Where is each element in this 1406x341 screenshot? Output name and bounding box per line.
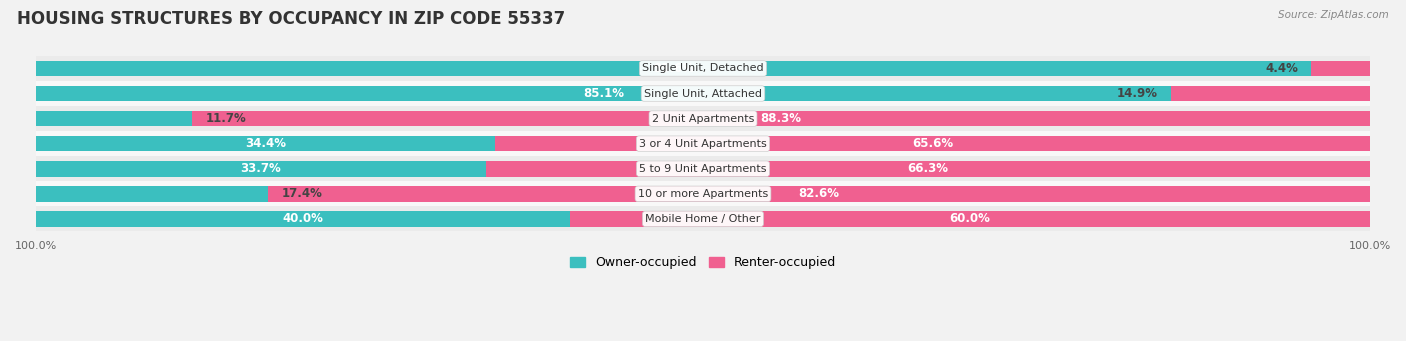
Text: 95.6%: 95.6%: [654, 62, 695, 75]
Text: 3 or 4 Unit Apartments: 3 or 4 Unit Apartments: [640, 139, 766, 149]
Text: 5 to 9 Unit Apartments: 5 to 9 Unit Apartments: [640, 164, 766, 174]
Text: 10 or more Apartments: 10 or more Apartments: [638, 189, 768, 199]
Text: Single Unit, Attached: Single Unit, Attached: [644, 89, 762, 99]
Bar: [193, 111, 1369, 127]
Bar: [37, 61, 1312, 76]
Bar: [37, 111, 193, 127]
Text: Source: ZipAtlas.com: Source: ZipAtlas.com: [1278, 10, 1389, 20]
Bar: [37, 56, 1369, 81]
Bar: [37, 161, 485, 177]
Bar: [37, 181, 1369, 206]
Text: 60.0%: 60.0%: [949, 212, 990, 225]
Bar: [1312, 61, 1369, 76]
Text: 66.3%: 66.3%: [907, 162, 948, 175]
Bar: [495, 136, 1369, 151]
Bar: [485, 161, 1369, 177]
Bar: [37, 206, 1369, 232]
Text: 4.4%: 4.4%: [1265, 62, 1298, 75]
Text: 11.7%: 11.7%: [205, 112, 246, 125]
Text: 88.3%: 88.3%: [761, 112, 801, 125]
Bar: [37, 211, 569, 227]
Text: 85.1%: 85.1%: [583, 87, 624, 100]
Bar: [37, 156, 1369, 181]
Text: 65.6%: 65.6%: [912, 137, 953, 150]
Text: 33.7%: 33.7%: [240, 162, 281, 175]
Bar: [569, 211, 1369, 227]
Bar: [37, 136, 495, 151]
Bar: [269, 186, 1369, 202]
Text: 14.9%: 14.9%: [1116, 87, 1157, 100]
Bar: [37, 106, 1369, 131]
Text: 40.0%: 40.0%: [283, 212, 323, 225]
Text: 2 Unit Apartments: 2 Unit Apartments: [652, 114, 754, 123]
Text: 82.6%: 82.6%: [799, 187, 839, 200]
Bar: [37, 186, 269, 202]
Bar: [37, 86, 1171, 101]
Bar: [37, 81, 1369, 106]
Text: 17.4%: 17.4%: [281, 187, 322, 200]
Text: HOUSING STRUCTURES BY OCCUPANCY IN ZIP CODE 55337: HOUSING STRUCTURES BY OCCUPANCY IN ZIP C…: [17, 10, 565, 28]
Text: Mobile Home / Other: Mobile Home / Other: [645, 214, 761, 224]
Bar: [1171, 86, 1369, 101]
Text: Single Unit, Detached: Single Unit, Detached: [643, 63, 763, 73]
Text: 34.4%: 34.4%: [245, 137, 285, 150]
Legend: Owner-occupied, Renter-occupied: Owner-occupied, Renter-occupied: [565, 251, 841, 275]
Bar: [37, 131, 1369, 156]
